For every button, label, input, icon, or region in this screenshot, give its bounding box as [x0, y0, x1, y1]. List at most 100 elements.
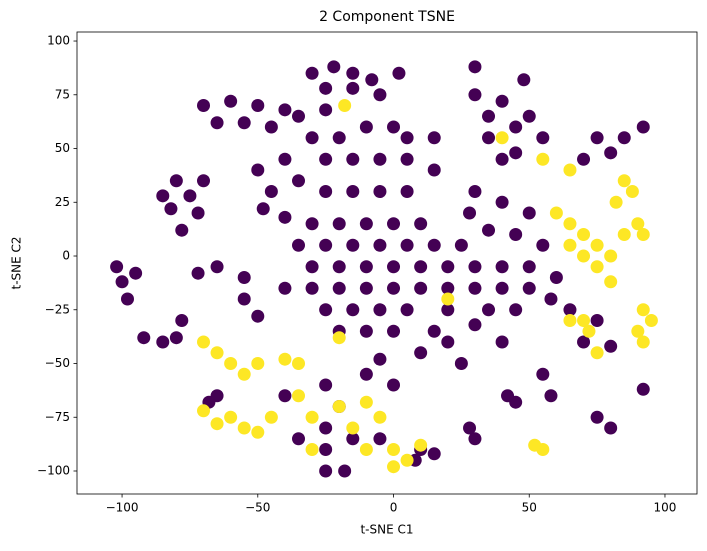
scatter-point [278, 152, 292, 166]
scatter-point [604, 249, 618, 263]
scatter-point [549, 271, 563, 285]
scatter-point [264, 410, 278, 424]
y-axis-label: t-SNE C2 [10, 236, 24, 289]
scatter-point [210, 346, 224, 360]
scatter-point [359, 260, 373, 274]
scatter-point [536, 152, 550, 166]
scatter-point [604, 146, 618, 160]
axes-frame [76, 31, 698, 495]
scatter-point [563, 238, 577, 252]
y-tick-label: 50 [55, 141, 70, 155]
scatter-point [414, 260, 428, 274]
y-tick-label: 0 [62, 249, 70, 263]
scatter-point [164, 202, 178, 216]
scatter-point [536, 131, 550, 145]
scatter-point [644, 314, 658, 328]
x-tick-label: −50 [245, 501, 270, 515]
scatter-point [156, 335, 170, 349]
scatter-point [590, 346, 604, 360]
scatter-point [563, 217, 577, 231]
scatter-point [536, 367, 550, 381]
scatter-point [359, 324, 373, 338]
scatter-point [414, 281, 428, 295]
scatter-point [210, 116, 224, 130]
scatter-point [387, 217, 401, 231]
scatter-point [495, 94, 509, 108]
scatter-point [387, 281, 401, 295]
scatter-point [414, 438, 428, 452]
scatter-point [468, 185, 482, 199]
scatter-point [264, 120, 278, 134]
scatter-point [604, 275, 618, 289]
y-tick-label: −100 [37, 463, 70, 477]
scatter-point [495, 195, 509, 209]
scatter-point [636, 335, 650, 349]
scatter-point [509, 303, 523, 317]
scatter-point [604, 421, 618, 435]
scatter-point [636, 382, 650, 396]
scatter-point [468, 318, 482, 332]
scatter-point [305, 66, 319, 80]
scatter-point [237, 271, 251, 285]
scatter-point [373, 152, 387, 166]
scatter-point [191, 266, 205, 280]
scatter-point [191, 206, 205, 220]
scatter-point [251, 357, 265, 371]
scatter-point [577, 228, 591, 242]
scatter-point [482, 223, 496, 237]
scatter-point [224, 410, 238, 424]
scatter-point [536, 238, 550, 252]
scatter-point [400, 152, 414, 166]
scatter-point [495, 281, 509, 295]
scatter-point [237, 292, 251, 306]
scatter-point [427, 447, 441, 461]
scatter-point [373, 185, 387, 199]
scatter-point [590, 314, 604, 328]
y-tick-label: 100 [47, 34, 70, 48]
scatter-point [495, 335, 509, 349]
scatter-point [278, 281, 292, 295]
scatter-point [278, 103, 292, 117]
scatter-point [468, 88, 482, 102]
scatter-point [441, 335, 455, 349]
scatter-point [319, 103, 333, 117]
scatter-point [604, 339, 618, 353]
scatter-point [256, 202, 270, 216]
x-axis-label: t-SNE C1 [360, 523, 413, 537]
scatter-point [463, 206, 477, 220]
scatter-point [169, 174, 183, 188]
scatter-point [251, 309, 265, 323]
scatter-point [392, 66, 406, 80]
scatter-point [251, 163, 265, 177]
scatter-point [577, 249, 591, 263]
scatter-point [346, 238, 360, 252]
scatter-point [387, 324, 401, 338]
x-tick-label: −100 [106, 501, 139, 515]
scatter-point [468, 432, 482, 446]
scatter-point [156, 189, 170, 203]
scatter-point [482, 303, 496, 317]
scatter-point [468, 281, 482, 295]
scatter-point [169, 331, 183, 345]
scatter-point [332, 281, 346, 295]
scatter-point [636, 120, 650, 134]
scatter-point [400, 453, 414, 467]
scatter-point [617, 174, 631, 188]
scatter-point [359, 217, 373, 231]
scatter-point [332, 217, 346, 231]
scatter-point [346, 152, 360, 166]
scatter-point [319, 442, 333, 456]
scatter-point [183, 189, 197, 203]
scatter-point [319, 421, 333, 435]
scatter-point [210, 260, 224, 274]
scatter-point [346, 303, 360, 317]
scatter-point [463, 421, 477, 435]
scatter-point [509, 146, 523, 160]
scatter-point [346, 66, 360, 80]
scatter-point [468, 260, 482, 274]
scatter-point [115, 275, 129, 289]
scatter-point [319, 378, 333, 392]
scatter-point [175, 223, 189, 237]
scatter-point [359, 442, 373, 456]
scatter-point [359, 395, 373, 409]
